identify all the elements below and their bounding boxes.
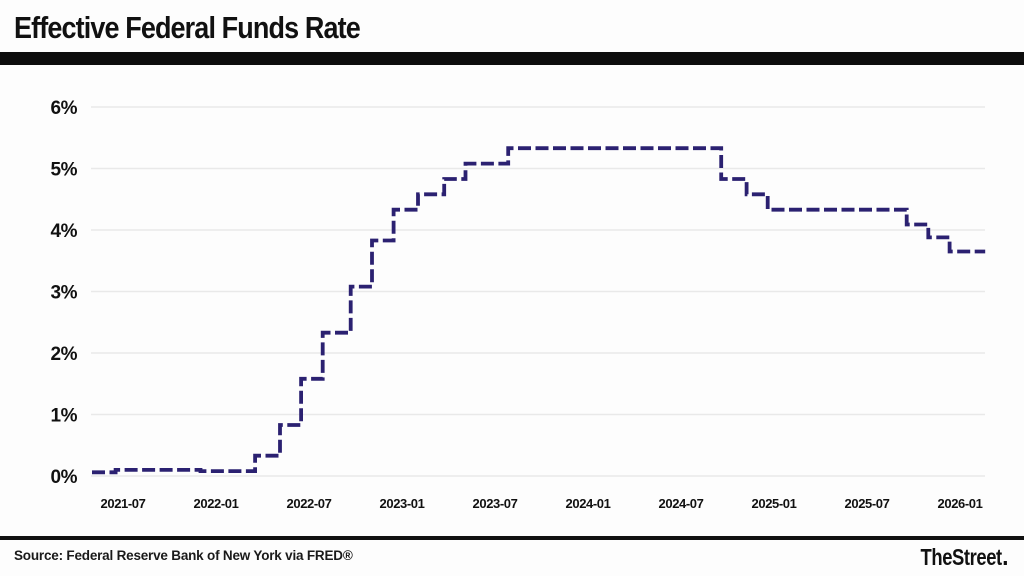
y-tick-label: 3%	[51, 283, 78, 304]
title-rule	[0, 52, 1024, 65]
y-tick-label: 1%	[51, 406, 78, 427]
effr-step-line	[92, 146, 986, 475]
y-tick-label: 2%	[51, 344, 78, 365]
x-tick-label: 2022-01	[194, 496, 239, 511]
x-tick-label: 2023-01	[380, 496, 425, 511]
brand-logo: TheStreet	[921, 544, 1007, 571]
x-tick-label: 2023-07	[473, 496, 518, 511]
x-tick-label: 2021-07	[101, 496, 146, 511]
x-tick-label: 2024-07	[659, 496, 704, 511]
y-tick-label: 4%	[51, 221, 78, 242]
y-tick-label: 0%	[51, 467, 78, 488]
x-tick-label: 2022-07	[287, 496, 332, 511]
x-tick-label: 2026-01	[938, 496, 983, 511]
x-tick-label: 2025-07	[845, 496, 890, 511]
x-tick-label: 2025-01	[752, 496, 797, 511]
brand-logo-text: TheStreet	[920, 544, 1003, 570]
brand-period-dot	[1003, 561, 1007, 565]
source-caption: Source: Federal Reserve Bank of New York…	[14, 548, 353, 563]
footer-rule	[0, 536, 1024, 540]
y-tick-label: 5%	[51, 160, 78, 181]
x-tick-label: 2024-01	[566, 496, 611, 511]
chart-title: Effective Federal Funds Rate	[14, 10, 361, 45]
y-tick-label: 6%	[51, 98, 78, 119]
